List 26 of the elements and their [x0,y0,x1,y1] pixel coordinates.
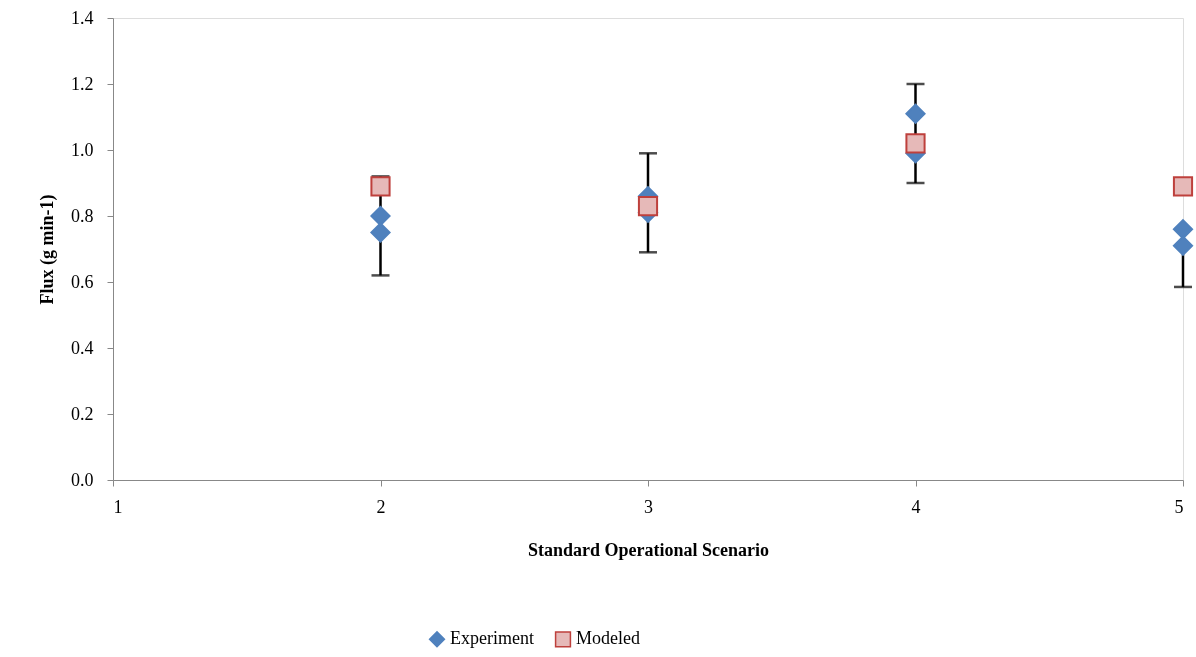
y-tick-label: 1.2 [71,73,94,94]
y-tick-label: 1.4 [71,7,94,28]
x-axis-title: Standard Operational Scenario [527,539,770,560]
point [1172,176,1194,197]
legend-label: Modeled [576,628,640,649]
x-tick-label: 4 [911,496,921,517]
point [637,196,659,217]
point [905,103,926,124]
y-tick-label: 0.0 [71,469,94,490]
x-tick-label: 2 [376,496,386,517]
point [370,205,391,227]
point [1172,219,1194,240]
x-tick-label: 5 [1174,496,1184,517]
point [1172,235,1194,256]
x-tick-label: 1 [113,496,123,517]
point [905,133,926,154]
legend-label: Experiment [450,628,534,649]
y-axis-title: Flux (g min-1) [37,194,58,305]
y-tick-label: 0.8 [71,205,94,226]
y-tick-label: 0.4 [71,337,94,358]
x-tick-label: 3 [644,496,653,517]
y-tick-label: 0.2 [71,403,94,424]
point [370,176,391,197]
point [370,222,391,243]
y-tick-label: 0.6 [71,271,94,292]
y-tick-label: 1.0 [71,139,94,160]
